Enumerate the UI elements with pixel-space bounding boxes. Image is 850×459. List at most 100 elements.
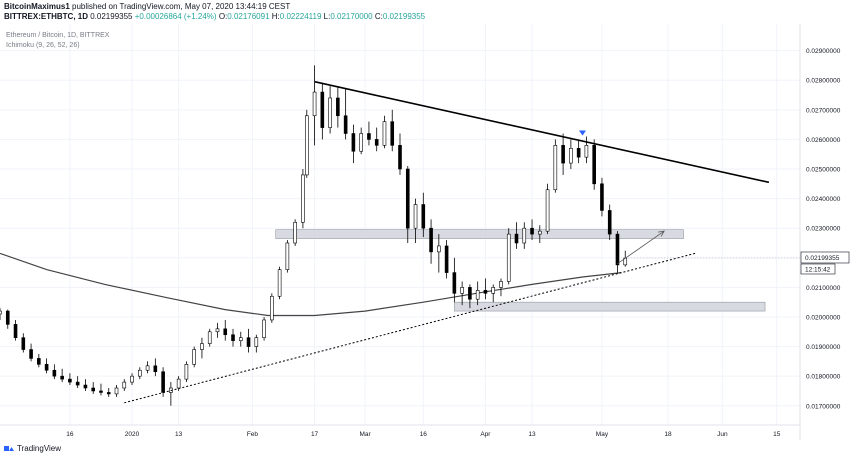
candle-body [367, 133, 371, 140]
candle [122, 379, 127, 391]
time-tick-label: 13 [175, 431, 183, 438]
candle-body [545, 189, 550, 232]
time-tick-label: 18 [664, 431, 672, 438]
chart-area[interactable]: Ethereum / Bitcoin, 1D, BITTREX Ichimoku … [0, 24, 850, 440]
time-tick-label: 2020 [125, 431, 140, 438]
candle [169, 382, 173, 406]
candle-body [60, 375, 64, 380]
candle [184, 361, 189, 383]
candle-body [262, 319, 266, 338]
candle [569, 139, 573, 170]
candle-body [145, 365, 150, 371]
candle [130, 373, 134, 386]
price-chart[interactable]: Ethereum / Bitcoin, 1D, BITTREX Ichimoku … [0, 24, 850, 440]
candle [231, 328, 235, 347]
candle-body [130, 375, 134, 383]
price-tick-label: 0.02400000 [806, 196, 841, 203]
candle-body [114, 387, 119, 395]
candle [0, 308, 2, 320]
candle-body [254, 337, 259, 347]
candle-body [29, 349, 33, 359]
candle [29, 343, 33, 362]
candle [405, 166, 410, 243]
candle [262, 316, 266, 341]
candle-body [231, 334, 235, 341]
candle-body [514, 233, 519, 244]
low-value: 0.02170000 [330, 12, 373, 21]
candle [83, 379, 88, 391]
candle [60, 368, 64, 383]
candle [545, 183, 550, 235]
candle-body [270, 295, 274, 321]
candle-body [106, 392, 111, 395]
author-name[interactable]: BitcoinMaximus1 [4, 2, 70, 11]
candle [114, 385, 119, 397]
candle-body [312, 91, 317, 117]
candle [584, 136, 589, 164]
candle [475, 281, 480, 306]
time-tick-label: Jun [717, 431, 728, 438]
candle [238, 331, 243, 347]
candle [336, 86, 340, 128]
candle [75, 376, 80, 389]
candle [351, 124, 356, 164]
candle-body [328, 97, 332, 128]
support-trendline [124, 252, 696, 404]
time-tick-label: 16 [66, 431, 74, 438]
candle-body [475, 290, 480, 300]
candle [421, 192, 426, 238]
candle [254, 334, 259, 353]
candle-body [592, 145, 596, 185]
candle-body [615, 233, 620, 266]
candle [607, 204, 612, 241]
footer: TradingView [0, 440, 850, 459]
candle [530, 219, 534, 241]
candle [106, 388, 111, 397]
candle-body [499, 281, 503, 288]
candle-body [246, 337, 251, 347]
price-tick-label: 0.02000000 [806, 314, 841, 321]
candle [592, 139, 596, 190]
horizontal-zone-2 [454, 301, 766, 312]
candle-body [161, 371, 165, 393]
candle [514, 222, 519, 249]
open-value: 0.02176091 [227, 12, 270, 21]
tradingview-logo[interactable]: TradingView [4, 444, 61, 453]
candle-body [176, 378, 181, 389]
candle [343, 89, 348, 140]
candle [301, 169, 305, 229]
candle [538, 225, 542, 243]
candle-body [522, 227, 527, 244]
candle-body [336, 97, 340, 117]
candle-body [37, 358, 41, 365]
candle [99, 383, 103, 396]
candle-body [468, 287, 472, 300]
time-tick-label: 15 [773, 431, 781, 438]
candle-body [600, 183, 604, 211]
candle-body [277, 269, 282, 297]
price-tick-label: 0.02800000 [806, 78, 841, 85]
candle [437, 234, 441, 273]
candle [452, 257, 457, 303]
high-value: 0.02224119 [279, 12, 322, 21]
candle-body [91, 387, 96, 392]
time-tick-label: 13 [528, 431, 536, 438]
candle [312, 65, 317, 146]
candle-body [569, 147, 573, 164]
publication-line: BitcoinMaximus1 published on TradingView… [4, 2, 290, 11]
candle [615, 231, 620, 273]
price-tick-label: 0.02700000 [806, 107, 841, 114]
candle [600, 177, 604, 217]
candle [390, 109, 395, 152]
candle [215, 322, 220, 338]
price-tick-label: 0.02900000 [806, 48, 841, 55]
price-tick-label: 0.01800000 [806, 374, 841, 381]
candle [138, 367, 142, 380]
candle [200, 337, 204, 359]
price-tick-label: 0.02100000 [806, 285, 841, 292]
time-tick-label: Feb [247, 431, 259, 438]
candle [285, 240, 290, 273]
candle-body [398, 145, 402, 170]
time-tick-label: 16 [420, 431, 428, 438]
candle [145, 361, 150, 374]
